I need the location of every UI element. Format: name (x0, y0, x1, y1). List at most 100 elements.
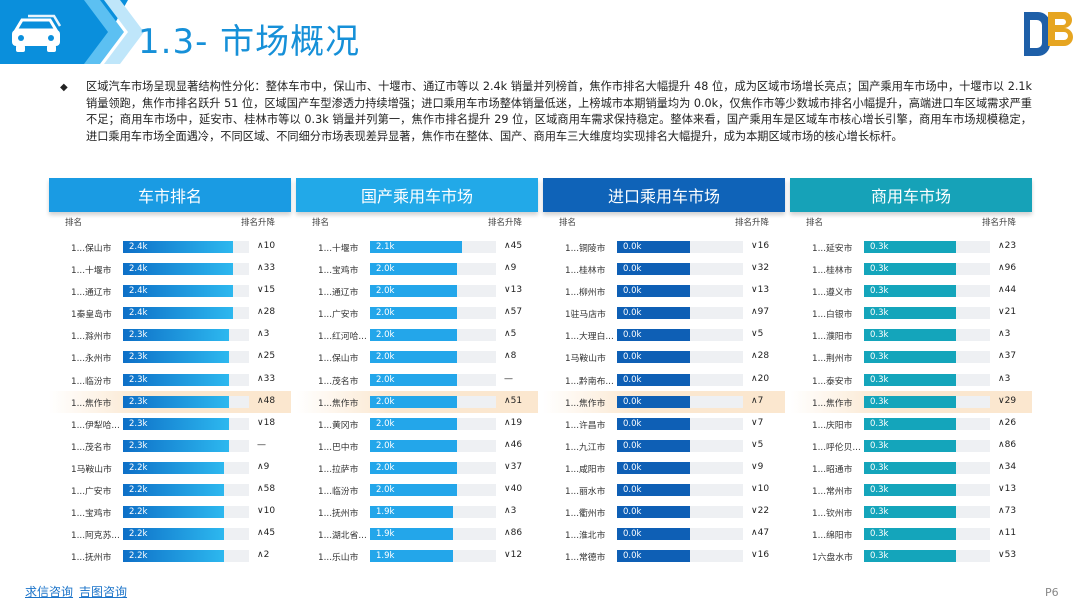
city-rank-label: 1...宝鸡市 (318, 266, 359, 277)
rank-change: ∧9 (257, 461, 270, 472)
bar-track: 0.3k (864, 550, 990, 563)
rank-change: ∧5 (504, 329, 517, 340)
ranking-row[interactable]: 1六盘水市 0.3k ∨53 (790, 545, 1032, 567)
ranking-row[interactable]: 1马鞍山市 0.0k ∧28 (543, 346, 785, 368)
footer-link-qiuxin[interactable]: 求信咨询 (25, 585, 74, 599)
sales-bar: 0.0k (617, 329, 690, 342)
city-rank-label: 1...通辽市 (318, 288, 359, 299)
bar-track: 0.3k (864, 263, 990, 276)
brand-logo-icon (1024, 12, 1073, 56)
city-rank-label: 1秦皇岛市 (71, 310, 112, 321)
sales-value: 0.3k (870, 242, 889, 252)
ranking-row[interactable]: 1...湖北省... 1.9k ∧86 (296, 523, 538, 545)
ranking-row[interactable]: 1...桂林市 0.3k ∧96 (790, 258, 1032, 280)
ranking-row[interactable]: 1...广安市 2.2k ∧58 (49, 479, 291, 501)
ranking-row[interactable]: 1...呼伦贝... 0.3k ∧86 (790, 435, 1032, 457)
ranking-row[interactable]: 1...抚州市 2.2k ∧2 (49, 545, 291, 567)
ranking-row[interactable]: 1...临汾市 2.0k ∨40 (296, 479, 538, 501)
ranking-row[interactable]: 1...伊犁哈... 2.3k ∨18 (49, 413, 291, 435)
ranking-row[interactable]: 1...淮北市 0.0k ∧47 (543, 523, 785, 545)
ranking-row[interactable]: 1...钦州市 0.3k ∧73 (790, 501, 1032, 523)
sales-bar: 1.9k (370, 550, 453, 563)
ranking-row[interactable]: 1...大理白... 0.0k ∨5 (543, 324, 785, 346)
change-column-label: 排名升降 (981, 218, 1016, 228)
ranking-row[interactable]: 1秦皇岛市 2.4k ∧28 (49, 302, 291, 324)
ranking-row[interactable]: 1...宝鸡市 2.2k ∨10 (49, 501, 291, 523)
sales-value: 0.0k (623, 440, 642, 451)
ranking-row[interactable]: 1...广安市 2.0k ∧57 (296, 302, 538, 324)
ranking-row[interactable]: 1...拉萨市 2.0k ∨37 (296, 457, 538, 479)
ranking-row[interactable]: 1...九江市 0.0k ∨5 (543, 435, 785, 457)
ranking-row[interactable]: 1驻马店市 0.0k ∧97 (543, 302, 785, 324)
city-rank-label: 1...保山市 (71, 244, 112, 254)
sales-bar: 0.0k (617, 351, 690, 364)
ranking-row[interactable]: 1...绵阳市 0.3k ∧11 (790, 523, 1032, 545)
ranking-row[interactable]: 1...荆州市 0.3k ∧37 (790, 346, 1032, 368)
change-column-label: 排名升降 (487, 218, 522, 228)
ranking-row[interactable]: 1...焦作市 0.3k ∨29 (790, 390, 1032, 413)
ranking-row[interactable]: 1...濮阳市 0.3k ∧3 (790, 324, 1032, 346)
ranking-row[interactable]: 1...常德市 0.0k ∨16 (543, 545, 785, 567)
ranking-row[interactable]: 1...茂名市 2.0k — (296, 369, 538, 391)
bar-track: 2.0k (370, 285, 496, 298)
bar-track: 2.2k (123, 506, 249, 519)
ranking-row[interactable]: 1...阿克苏... 2.2k ∧45 (49, 523, 291, 545)
ranking-row[interactable]: 1...白银市 0.3k ∨21 (790, 302, 1032, 324)
bar-track: 2.0k (370, 461, 496, 474)
ranking-row[interactable]: 1...柳州市 0.0k ∨13 (543, 280, 785, 302)
ranking-row[interactable]: 1...保山市 2.4k ∧10 (49, 236, 291, 258)
ranking-row[interactable]: 1...许昌市 0.0k ∨7 (543, 413, 785, 435)
ranking-row[interactable]: 1...十堰市 2.4k ∧33 (49, 258, 291, 280)
sales-bar: 2.2k (123, 528, 224, 541)
sales-bar: 0.0k (617, 550, 690, 563)
ranking-row[interactable]: 1...宝鸡市 2.0k ∧9 (296, 258, 538, 280)
sales-bar: 2.2k (123, 484, 224, 497)
ranking-row[interactable]: 1...黔南布... 0.0k ∧20 (543, 369, 785, 391)
city-rank-label: 1...大理白... (565, 332, 614, 343)
footer-link-jitu[interactable]: 吉图咨询 (79, 585, 128, 599)
ranking-row[interactable]: 1...焦作市 0.0k ∧7 (543, 390, 785, 413)
sales-bar: 2.0k (370, 351, 457, 364)
ranking-row[interactable]: 1...通辽市 2.0k ∨13 (296, 280, 538, 302)
ranking-row[interactable]: 1...常州市 0.3k ∨13 (790, 479, 1032, 501)
ranking-row[interactable]: 1...乐山市 1.9k ∨12 (296, 545, 538, 567)
ranking-row[interactable]: 1...咸阳市 0.0k ∨9 (543, 457, 785, 479)
rank-change: ∧11 (998, 528, 1017, 539)
ranking-row[interactable]: 1...黄冈市 2.0k ∧19 (296, 413, 538, 435)
ranking-row[interactable]: 1...抚州市 1.9k ∧3 (296, 501, 538, 523)
ranking-row[interactable]: 1...焦作市 2.3k ∧48 (49, 390, 291, 413)
rank-change: ∧47 (751, 528, 770, 539)
ranking-row[interactable]: 1...泰安市 0.3k ∧3 (790, 369, 1032, 391)
bar-track: 0.3k (864, 285, 990, 298)
rank-change: — (504, 373, 513, 384)
ranking-row[interactable]: 1...临汾市 2.3k ∧33 (49, 369, 291, 391)
ranking-row[interactable]: 1...保山市 2.0k ∧8 (296, 346, 538, 368)
ranking-row[interactable]: 1...巴中市 2.0k ∧46 (296, 435, 538, 457)
rank-change: ∧96 (998, 263, 1017, 274)
ranking-row[interactable]: 1...滁州市 2.3k ∧3 (49, 324, 291, 346)
ranking-row[interactable]: 1...通辽市 2.4k ∨15 (49, 280, 291, 302)
ranking-row[interactable]: 1...铜陵市 0.0k ∨16 (543, 236, 785, 258)
sales-value: 0.0k (623, 462, 642, 473)
ranking-row[interactable]: 1...丽水市 0.0k ∨10 (543, 479, 785, 501)
city-rank-label: 1...铜陵市 (565, 244, 606, 254)
ranking-row[interactable]: 1...红河哈... 2.0k ∧5 (296, 324, 538, 346)
ranking-row[interactable]: 1...永州市 2.3k ∧25 (49, 346, 291, 368)
sales-value: 2.3k (129, 396, 148, 407)
ranking-row[interactable]: 1...昭通市 0.3k ∧34 (790, 457, 1032, 479)
ranking-row[interactable]: 1...衢州市 0.0k ∨22 (543, 501, 785, 523)
panel-4: 商用车市场 排名 排名升降 1...延安市 0.3k ∧23 1...桂林市 0.3… (790, 178, 1032, 563)
sales-value: 2.3k (129, 352, 148, 363)
ranking-row[interactable]: 1...焦作市 2.0k ∧51 (296, 390, 538, 413)
ranking-row[interactable]: 1...庆阳市 0.3k ∧26 (790, 413, 1032, 435)
city-rank-label: 1...桂林市 (812, 266, 853, 277)
ranking-row[interactable]: 1...延安市 0.3k ∧23 (790, 236, 1032, 258)
ranking-row[interactable]: 1...遵义市 0.3k ∧44 (790, 280, 1032, 302)
sales-bar: 0.0k (617, 417, 690, 430)
city-rank-label: 1...常州市 (812, 487, 853, 498)
ranking-row[interactable]: 1...十堰市 2.1k ∧45 (296, 236, 538, 258)
ranking-row[interactable]: 1...茂名市 2.3k — (49, 435, 291, 457)
bar-track: 2.2k (123, 484, 249, 497)
ranking-row[interactable]: 1马鞍山市 2.2k ∧9 (49, 457, 291, 479)
ranking-row[interactable]: 1...桂林市 0.0k ∨32 (543, 258, 785, 280)
